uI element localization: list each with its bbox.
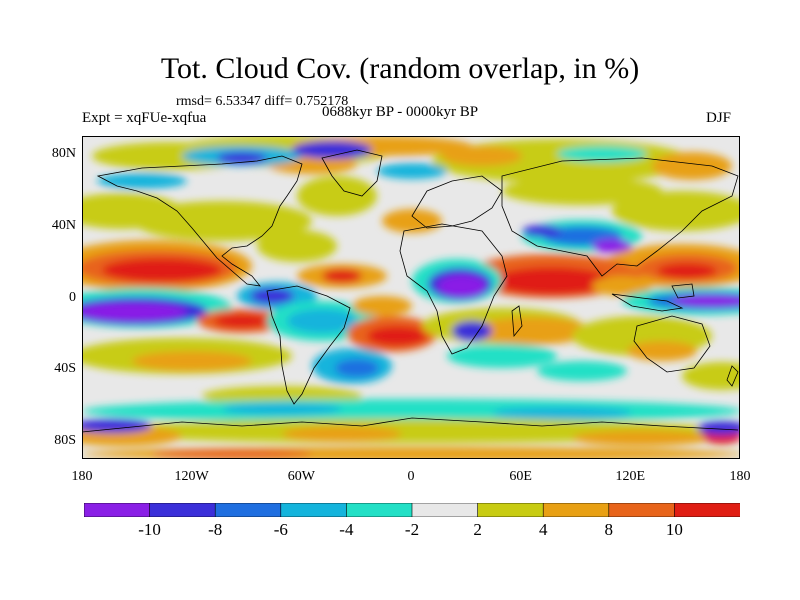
y-tick-label: 40N [51, 217, 76, 233]
colorbar-bin [542, 503, 610, 517]
x-tick-label: 120W [174, 469, 209, 484]
colorbar-bin [346, 503, 413, 517]
x-tick-label: 180 [71, 469, 93, 484]
colorbar-label: 4 [538, 520, 548, 539]
colorbar-bin [411, 503, 479, 517]
colorbar-label: -6 [273, 520, 288, 539]
colorbar-bin [280, 503, 348, 517]
colorbar [84, 503, 740, 517]
y-tick-label: 0 [69, 289, 76, 305]
colorbar-bin [477, 503, 545, 517]
colorbar-label: -4 [339, 520, 354, 539]
map-title: Tot. Cloud Cov. (random overlap, in %) [160, 52, 640, 85]
x-tick-label: 120E [615, 469, 646, 484]
colorbar-bin [608, 503, 676, 517]
colorbar-bin [84, 503, 151, 517]
rmsd-diff-text: rmsd= 6.53347 diff= 0.752178 [176, 94, 349, 109]
y-tick-label: 80S [54, 433, 76, 449]
colorbar-label: -2 [404, 520, 420, 539]
y-tick-label: 80N [51, 145, 76, 161]
colorbar-label: 10 [665, 520, 683, 539]
x-tick-label: 60W [287, 469, 315, 484]
x-tick-label: 180 [729, 469, 751, 484]
colorbar-label: -8 [208, 520, 223, 539]
colorbar-bin [214, 503, 282, 517]
colorbar-bin [149, 503, 216, 517]
period-label: 0688kyr BP - 0000kyr BP [322, 104, 479, 120]
season-label: DJF [706, 110, 732, 126]
experiment-label: Expt = xqFUe-xqfua [82, 110, 207, 126]
colorbar-bin [674, 503, 740, 517]
anomaly-fields [82, 136, 740, 459]
x-tick-label: 0 [407, 469, 415, 484]
x-tick-label: 60E [509, 469, 532, 484]
colorbar-label: -10 [138, 520, 161, 539]
cloud-anomaly-map [82, 136, 740, 459]
colorbar-label: 8 [604, 520, 614, 539]
coastlines [82, 149, 739, 433]
colorbar-label: 2 [473, 520, 482, 539]
y-tick-label: 40S [54, 361, 76, 377]
